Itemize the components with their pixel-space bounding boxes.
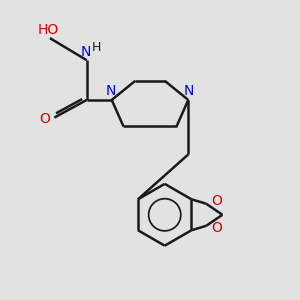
Text: N: N [184,84,194,98]
Text: O: O [212,221,222,235]
Text: O: O [39,112,50,126]
Text: O: O [212,194,222,208]
Text: HO: HO [38,22,59,37]
Text: H: H [92,41,101,54]
Text: N: N [106,84,116,98]
Text: N: N [81,45,91,59]
